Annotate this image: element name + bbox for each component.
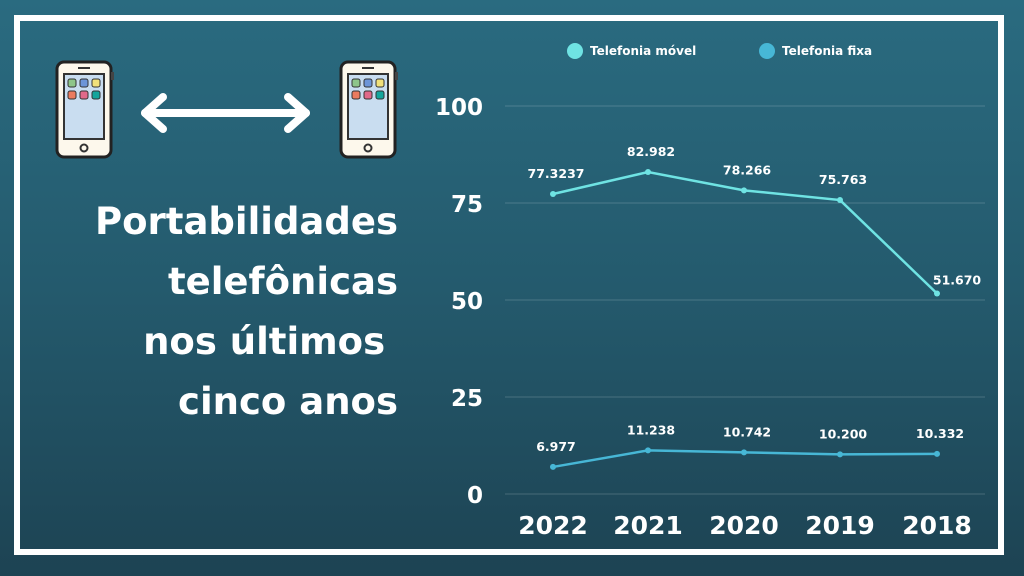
y-tick-label: 0 [467,483,483,509]
x-tick-label: 2018 [902,511,972,540]
data-label: 10.200 [819,426,868,441]
y-tick-label: 50 [451,289,483,315]
data-label: 75.763 [819,172,867,187]
y-tick-label: 25 [451,386,483,412]
phone-left-icon [55,60,114,159]
double-arrow-icon [141,93,310,133]
data-label: 78.266 [723,162,772,177]
data-point [837,197,843,204]
data-point [645,447,651,454]
data-label: 11.238 [627,422,675,437]
title-line: nos últimos [143,320,398,363]
title-line: Portabilidades [94,200,398,243]
x-tick-label: 2019 [805,511,875,540]
data-point [645,169,651,176]
phone-right-icon [339,60,398,159]
x-tick-label: 2022 [518,511,588,540]
y-tick-label: 100 [435,95,483,121]
data-point [741,449,747,456]
data-label: 77.3237 [528,166,585,181]
data-label: 6.977 [536,439,576,454]
legend-marker [759,43,775,59]
data-label: 10.742 [723,424,771,439]
white-frame [14,15,1004,555]
data-point [934,290,940,297]
legend-label: Telefonia móvel [590,44,696,58]
data-point [550,190,556,197]
data-point [837,451,843,458]
y-tick-label: 75 [451,192,483,218]
title-line: cinco anos [178,380,398,423]
x-tick-label: 2021 [613,511,683,540]
data-label: 51.670 [933,273,982,288]
legend-label: Telefonia fixa [782,44,872,58]
page-title: Portabilidades telefônicas nos últimos c… [95,192,398,432]
data-point [550,463,556,470]
x-tick-label: 2020 [709,511,779,540]
title-line: telefônicas [167,260,398,303]
data-label: 10.332 [916,426,964,441]
data-point [741,187,747,194]
data-label: 82.982 [627,144,675,159]
data-point [934,450,940,457]
legend-marker [567,43,583,59]
